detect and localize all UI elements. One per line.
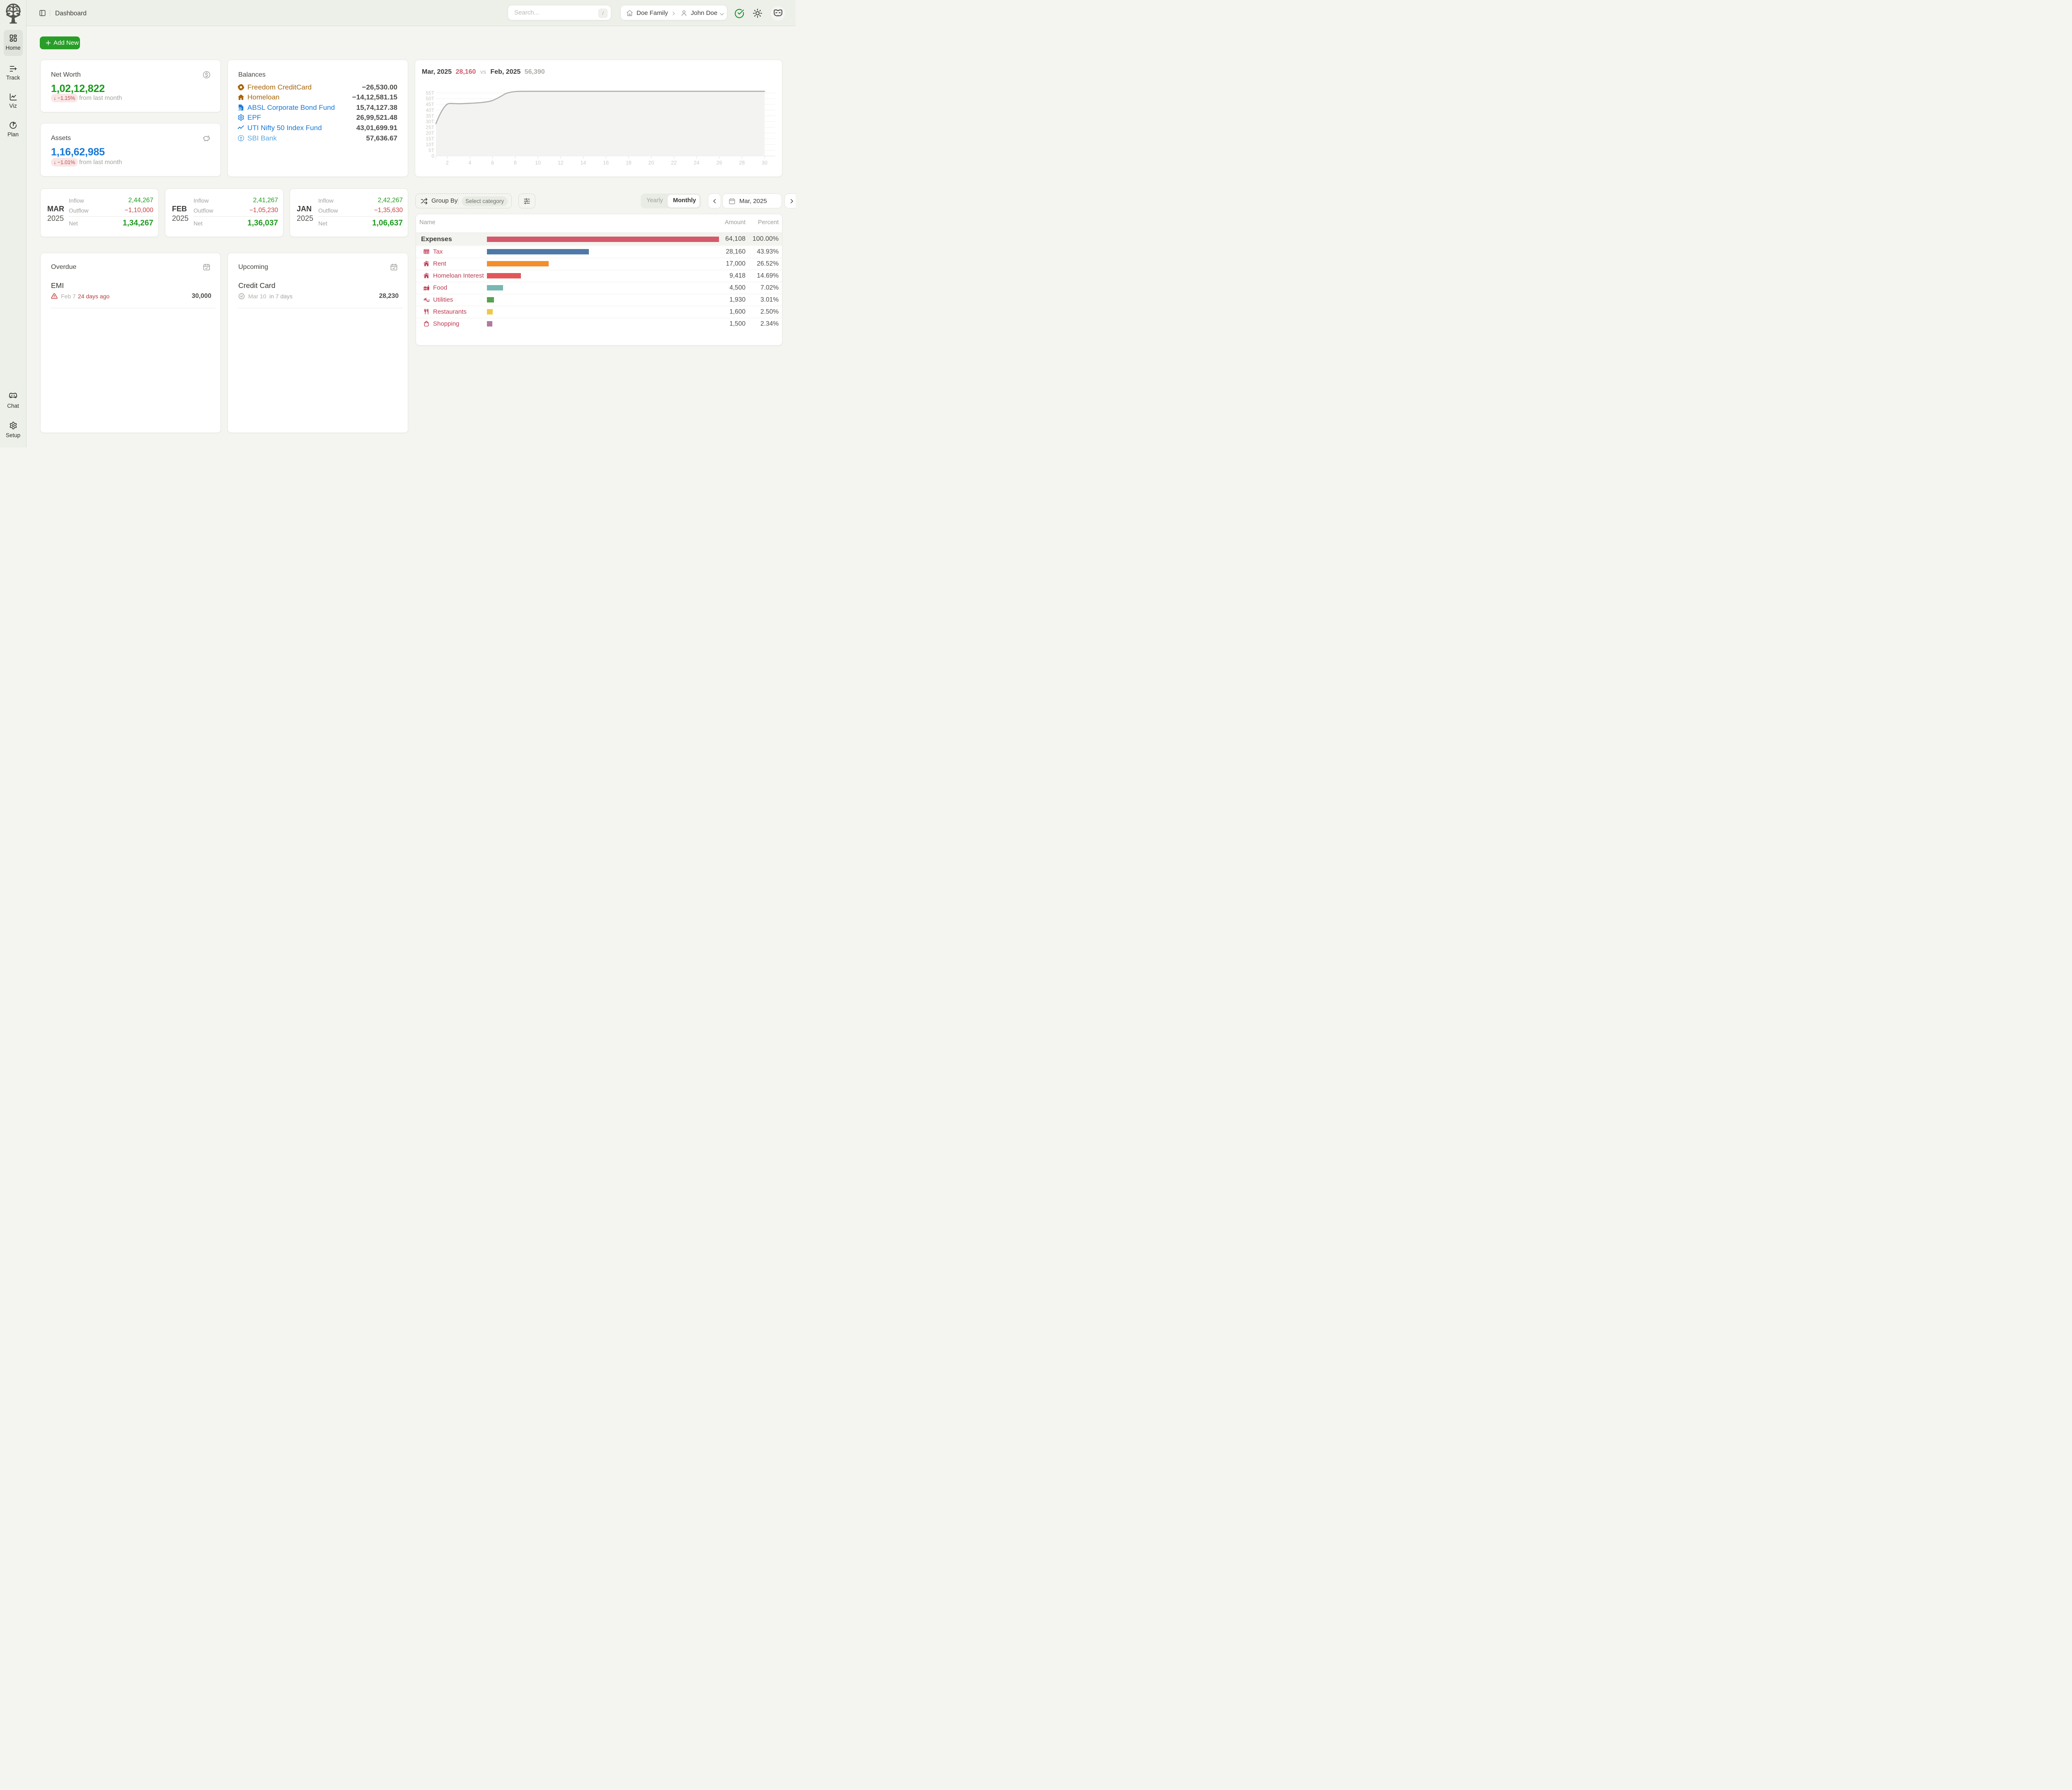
svg-text:55T: 55T: [426, 90, 434, 96]
svg-text:20: 20: [649, 160, 654, 166]
svg-text:35T: 35T: [426, 113, 434, 119]
svg-text:10T: 10T: [426, 142, 434, 148]
svg-text:4: 4: [468, 160, 471, 166]
svg-text:14: 14: [580, 160, 586, 166]
svg-text:20T: 20T: [426, 130, 434, 136]
svg-text:15T: 15T: [426, 136, 434, 142]
svg-text:30T: 30T: [426, 119, 434, 125]
svg-text:8: 8: [514, 160, 517, 166]
svg-text:12: 12: [558, 160, 564, 166]
svg-text:5T: 5T: [428, 148, 435, 153]
svg-text:50T: 50T: [426, 96, 434, 102]
svg-text:28: 28: [739, 160, 745, 166]
svg-text:24: 24: [694, 160, 700, 166]
svg-text:26: 26: [716, 160, 722, 166]
svg-text:40T: 40T: [426, 107, 434, 113]
svg-text:45T: 45T: [426, 102, 434, 107]
svg-text:10: 10: [535, 160, 541, 166]
svg-text:2: 2: [446, 160, 449, 166]
svg-text:25T: 25T: [426, 124, 434, 130]
svg-text:30: 30: [762, 160, 767, 166]
svg-text:6: 6: [491, 160, 494, 166]
svg-text:0: 0: [431, 153, 434, 159]
svg-text:18: 18: [626, 160, 632, 166]
svg-text:16: 16: [603, 160, 609, 166]
svg-text:22: 22: [671, 160, 677, 166]
